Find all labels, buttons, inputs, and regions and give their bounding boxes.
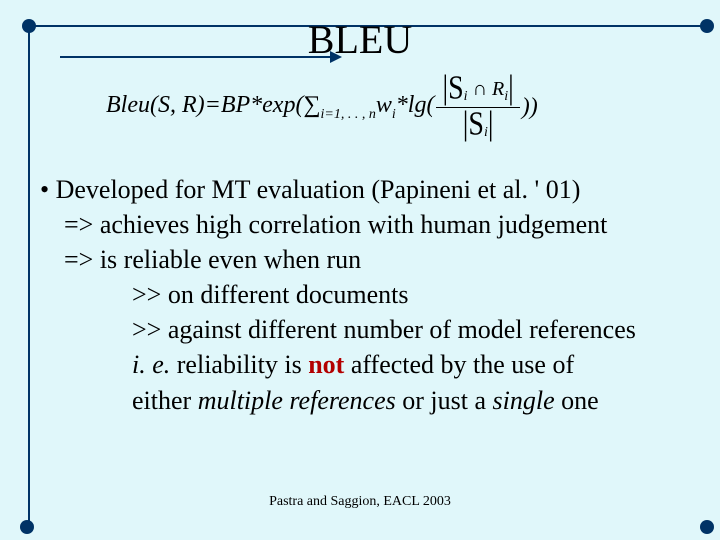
content-body: • Developed for MT evaluation (Papineni … [40, 172, 700, 418]
formula-lg: *lg( [396, 92, 435, 118]
formula-lead: Bleu(S, R)=BP*exp(∑i=1, . . , nwi*lg( [106, 93, 434, 122]
corner-dot-bottom-right [700, 520, 714, 534]
line7-e: one [555, 386, 599, 415]
bullet-line-7: either multiple references or just a sin… [40, 383, 700, 418]
bullet-line-5: >> against different number of model ref… [40, 312, 700, 347]
line6-b: reliability is [170, 350, 308, 379]
corner-dot-bottom-left [20, 520, 34, 534]
formula-fraction: |Si ∩ Ri| |Si | [436, 74, 519, 141]
line7-a: either [132, 386, 198, 415]
den-right: | [488, 107, 494, 144]
line7-c: or just a [396, 386, 493, 415]
formula-tail: )) [522, 95, 538, 119]
formula-lead-text: Bleu(S, R)=BP*exp(∑ [106, 92, 321, 118]
den-left: |S [463, 107, 484, 144]
bullet-line-2: => achieves high correlation with human … [40, 207, 700, 242]
arrow-head-icon [330, 51, 342, 63]
line6-c: affected by the use of [344, 350, 574, 379]
line6-not: not [308, 350, 344, 379]
fraction-denominator: |Si | [436, 110, 519, 141]
title-arrow [60, 56, 340, 58]
num-right: | [508, 71, 514, 108]
formula-w: w [376, 92, 392, 118]
line6-ie: i. e. [132, 350, 170, 379]
formula-sub-i: i=1, . . , n [321, 107, 376, 122]
arrow-line [60, 56, 340, 58]
num-cap: ∩ R [468, 78, 505, 100]
bullet-line-6: i. e. reliability is not affected by the… [40, 347, 700, 382]
bullet-line-3: => is reliable even when run [40, 242, 700, 277]
num-left: |S [442, 71, 463, 108]
left-vertical-line [28, 30, 30, 525]
line7-b: multiple references [198, 386, 396, 415]
line7-d: single [493, 386, 555, 415]
fraction-numerator: |Si ∩ Ri| [436, 74, 519, 105]
bleu-formula: Bleu(S, R)=BP*exp(∑i=1, . . , nwi*lg( |S… [106, 74, 646, 141]
footer-citation: Pastra and Saggion, EACL 2003 [0, 494, 720, 510]
slide: BLEU Bleu(S, R)=BP*exp(∑i=1, . . , nwi*l… [0, 0, 720, 540]
bullet-line-1: • Developed for MT evaluation (Papineni … [40, 172, 700, 207]
bullet-line-4: >> on different documents [40, 277, 700, 312]
